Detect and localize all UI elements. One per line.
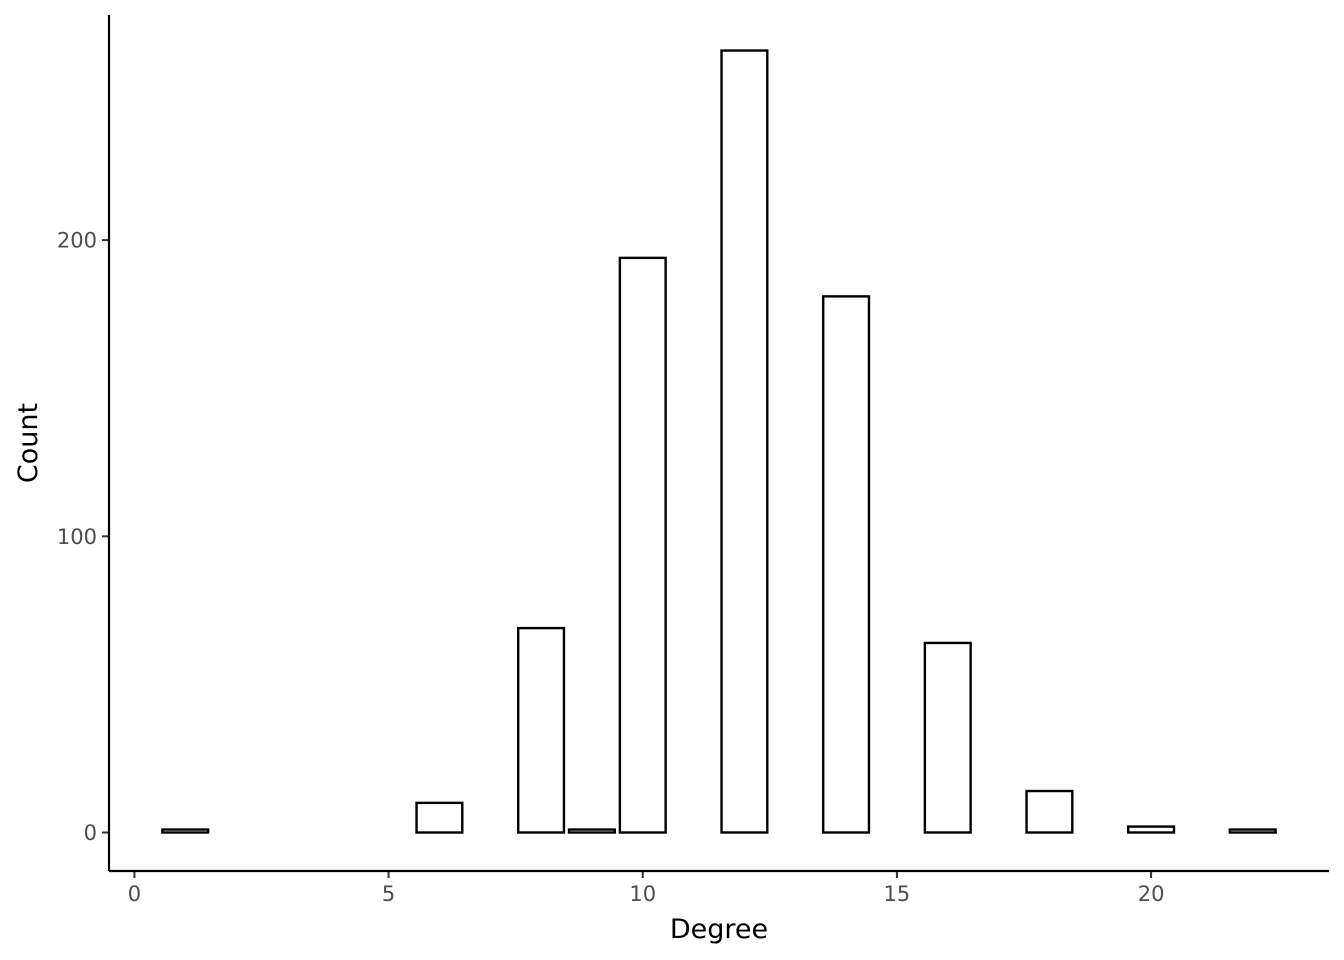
x-tick-label-20: 20 <box>1138 882 1165 906</box>
y-tick-label-100: 100 <box>57 525 97 549</box>
bar-degree-1 <box>161 828 210 834</box>
bar-degree-16 <box>923 641 972 834</box>
bar-degree-14 <box>822 295 871 834</box>
bar-degree-6 <box>415 801 464 834</box>
bar-degree-8 <box>517 626 566 834</box>
bar-degree-9 <box>567 828 616 834</box>
x-tick-label-0: 0 <box>128 882 141 906</box>
y-tick-label-200: 200 <box>57 229 97 253</box>
y-axis-title: Count <box>13 403 44 483</box>
y-axis-ticks: 0 100 200 <box>57 229 109 845</box>
x-tick-label-5: 5 <box>382 882 395 906</box>
x-tick-label-15: 15 <box>884 882 911 906</box>
x-axis-ticks: 0 5 10 15 20 <box>128 871 1165 906</box>
bar-degree-12 <box>720 49 769 834</box>
bar-degree-18 <box>1025 789 1074 834</box>
x-tick-label-10: 10 <box>629 882 656 906</box>
x-axis-title: Degree <box>670 914 768 945</box>
bar-degree-10 <box>618 256 667 834</box>
bars-layer <box>161 49 1277 834</box>
bar-degree-20 <box>1127 825 1176 834</box>
y-tick-label-0: 0 <box>84 821 97 845</box>
bar-degree-22 <box>1228 828 1277 834</box>
